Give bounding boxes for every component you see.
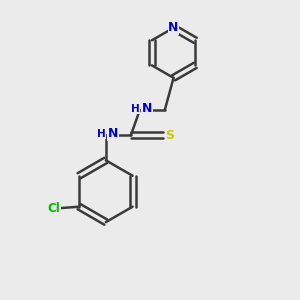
Text: H: H (97, 129, 106, 139)
Text: H: H (131, 104, 140, 114)
Text: N: N (168, 21, 179, 34)
Text: S: S (165, 129, 174, 142)
Text: N: N (142, 102, 152, 115)
Text: Cl: Cl (48, 202, 60, 215)
Text: N: N (108, 127, 119, 140)
